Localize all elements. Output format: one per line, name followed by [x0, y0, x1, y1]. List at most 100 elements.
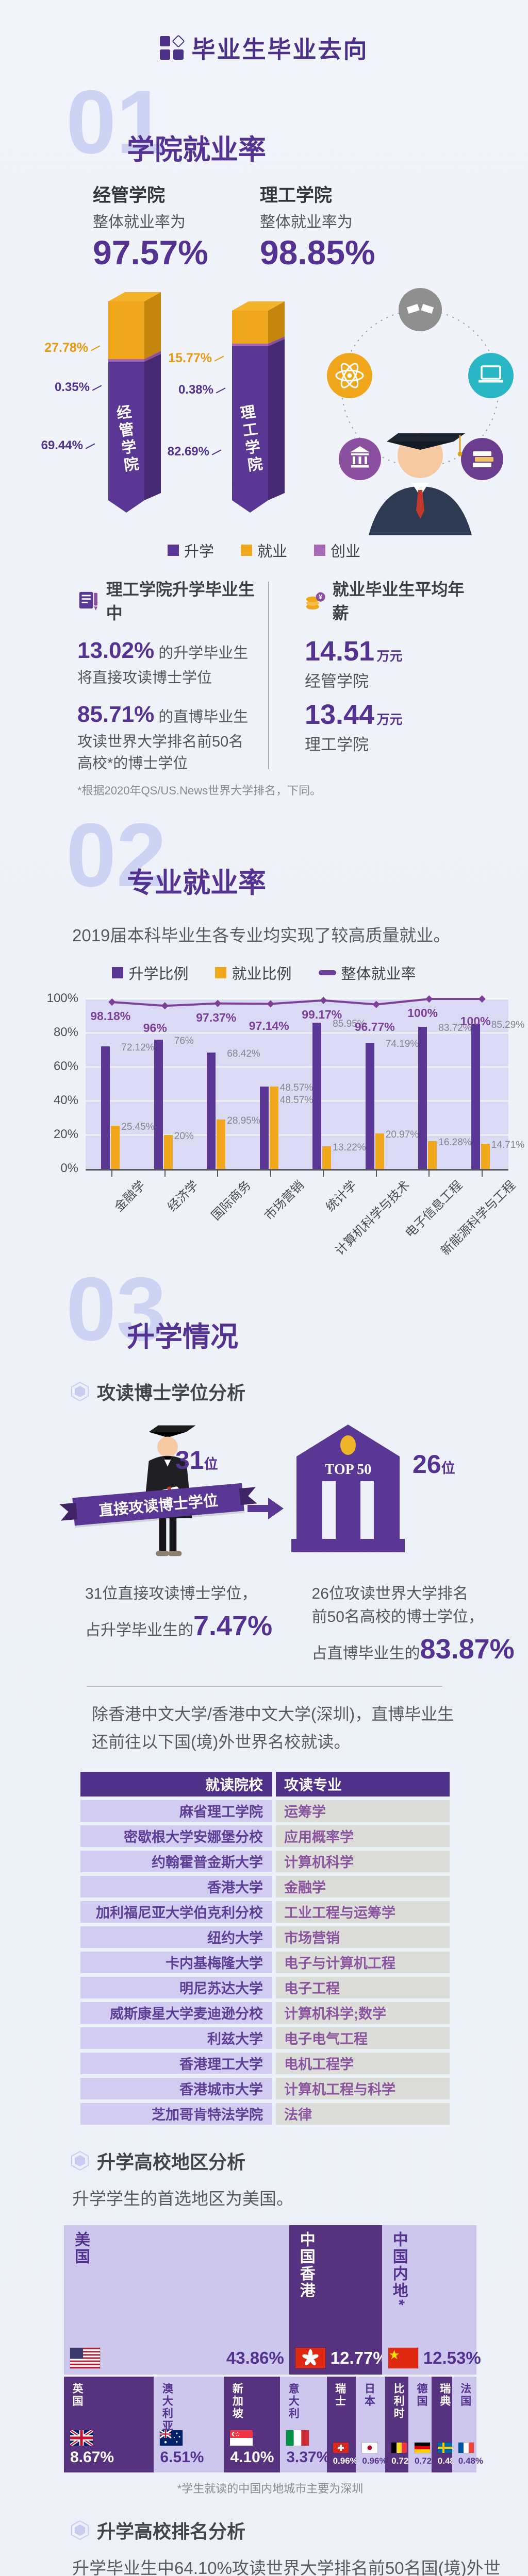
college-sub: 整体就业率为 — [259, 214, 353, 231]
treemap-cell-au: 澳大利亚 6.51% — [154, 2376, 224, 2472]
region-name: 瑞士 — [334, 2382, 346, 2408]
treemap-cell-de: 德国 0.72% — [408, 2376, 439, 2472]
stats-row: 理工学院升学毕业生中 13.02% 的升学毕业生 将直接攻读博士学位 85.71… — [77, 577, 466, 774]
x-axis-tick — [217, 1170, 219, 1177]
region-name: 中国内地* — [390, 2231, 407, 2307]
overall-rate-label: 100% — [407, 1006, 438, 1020]
legend1-label: 创业 — [331, 544, 361, 560]
employ-bar — [269, 1086, 278, 1169]
employ-value-label: 25.45% — [121, 1121, 155, 1132]
major-cell: 工业工程与运筹学 — [276, 1901, 450, 1923]
category-label: 市场营销 — [261, 1178, 307, 1223]
major-cell: 电机工程学 — [276, 2052, 450, 2074]
top50-building-icon: TOP 50 — [291, 1424, 405, 1552]
right-stats-title: 就业毕业生平均年薪 — [332, 580, 465, 622]
region-foot: 4.10% — [229, 2429, 275, 2466]
gridline — [86, 1066, 508, 1067]
overall-rate-line — [108, 995, 486, 1010]
handshake-icon — [399, 288, 442, 331]
employ-value-label: 48.57% — [279, 1094, 314, 1106]
region-name: 中国香港 — [297, 2231, 315, 2299]
school-cell: 利兹大学 — [80, 2027, 272, 2049]
y-axis-label: 60% — [53, 1059, 78, 1073]
salary-item: 14.51 万元 经管学院 — [304, 636, 403, 690]
college-destination-chart: 经管学院 理工学院 27.78% 0.35% 69.44% 15.77% 0.3… — [0, 275, 528, 538]
legend2-item: 就业比例 — [215, 962, 292, 984]
table-row: 纽约大学 市场营销 — [80, 1926, 450, 1948]
right-stats-title-row: ¥ 就业毕业生平均年薪 — [305, 577, 466, 624]
study-bar — [154, 1040, 163, 1169]
col-major-header: 攻读专业 — [276, 1771, 450, 1797]
employ-value-label: 20% — [174, 1130, 194, 1142]
region-foot: 0.96% — [361, 2442, 387, 2466]
treemap-cell-fr: 法国 0.48% — [452, 2376, 483, 2472]
employ-value-label: 14.71% — [491, 1140, 525, 1151]
major-cell: 运筹学 — [276, 1800, 450, 1822]
left-stats-title-row: 理工学院升学毕业生中 — [77, 577, 263, 624]
startup-pct-label: 0.35% — [40, 380, 102, 395]
legend1-swatch-icon — [314, 545, 325, 556]
direct-phd-count: 31位 — [175, 1445, 218, 1475]
phd-share-stats: 理工学院升学毕业生中 13.02% 的升学毕业生 将直接攻读博士学位 85.71… — [77, 577, 263, 774]
region-pct: 43.86% — [226, 2348, 284, 2367]
region-footnote: *学生就读的中国内地城市主要为深圳 — [177, 2482, 364, 2495]
vertical-divider — [268, 582, 269, 769]
region-foot: 0.72% — [414, 2442, 439, 2466]
section3-head: 03 升学情况 — [66, 1264, 528, 1365]
legend1-swatch-icon — [240, 545, 252, 556]
overall-rate-label: 100% — [460, 1014, 491, 1028]
table-row: 卡内基梅隆大学 电子与计算机工程 — [80, 1951, 450, 1973]
table-row: 香港理工大学 电机工程学 — [80, 2052, 450, 2074]
document-pencil-icon — [79, 591, 97, 611]
legend2-label: 整体就业率 — [341, 965, 416, 982]
section1-title: 学院就业率 — [127, 134, 266, 165]
squares-logo-icon — [159, 35, 185, 60]
category-label: 统计学 — [323, 1178, 360, 1214]
section2-desc: 2019届本科毕业生各专业均实现了较高质量就业。 — [72, 925, 451, 945]
college-name: 经管学院 — [93, 185, 166, 206]
hexagon-bullet-icon — [71, 1381, 89, 1401]
region-pct: 6.51% — [160, 2448, 204, 2466]
region-pct: 0.96% — [333, 2455, 358, 2466]
study-value-label: 76% — [174, 1036, 194, 1047]
stat-item: 85.71% 的直博毕业生 攻读世界大学排名前50名 高校*的博士学位 — [77, 701, 249, 772]
college-rate: 97.57% — [93, 233, 208, 272]
flag-be-icon — [391, 2442, 408, 2453]
region-foot: 8.67% — [70, 2429, 148, 2466]
table-row: 加利福尼亚大学伯克利分校 工业工程与运筹学 — [80, 1901, 450, 1923]
region-treemap: 美国 43.86% 中国香港 12.77% 中国内地* 12.53% 英国 8.67% 澳大利… — [64, 2225, 483, 2496]
svg-text:¥: ¥ — [319, 594, 322, 601]
employ-value-label: 13.22% — [333, 1142, 366, 1154]
startup-pct-label: 0.38% — [164, 383, 226, 397]
treemap-cell-gb: 英国 8.67% — [64, 2376, 154, 2472]
treemap-cell-ch: 瑞士 0.96% — [326, 2376, 358, 2472]
region-foot: 0.48% — [437, 2442, 463, 2466]
region-subsection-head: 升学高校地区分析 — [71, 2147, 528, 2174]
treemap-cell-it: 意大利 3.37% — [280, 2376, 330, 2472]
region-name: 美国 — [72, 2231, 89, 2265]
y-axis-label: 0% — [60, 1161, 78, 1175]
phd-subsection-head: 攻读博士学位分析 — [71, 1378, 528, 1405]
ranking-subsection-head: 升学高校排名分析 — [71, 2517, 528, 2544]
major-cell: 金融学 — [276, 1875, 450, 1897]
flag-us-icon — [70, 2347, 101, 2369]
section2-title: 专业就业率 — [127, 867, 266, 899]
school-cell: 卡内基梅隆大学 — [80, 1951, 272, 1973]
school-cell: 芝加哥肯特法学院 — [80, 2103, 272, 2125]
table-row: 利兹大学 电子电气工程 — [80, 2027, 450, 2049]
ranking-desc: 升学毕业生中64.10%攻读世界大学排名前50名国(境)外世界名校的硕士/博士学… — [72, 2558, 501, 2576]
flag-cn-icon — [387, 2347, 419, 2369]
region-foot: 12.53% — [387, 2347, 481, 2369]
chart-plot-area: 0% 20% 40% 60% 80% 100% 72.12% 25.45% 76% 20% 68.4… — [47, 991, 524, 1177]
legend2-label: 升学比例 — [128, 965, 189, 982]
region-name: 法国 — [459, 2382, 471, 2408]
chart-category-labels: 金融学 经济学 国际商务 市场营销 统计学 计算机科学与技术 电子信息工程 新能源科学与工程 — [86, 1171, 528, 1258]
school-cell: 威斯康星大学麦迪逊分校 — [80, 2002, 272, 2024]
treemap-cell-hk: 中国香港 12.77% — [289, 2225, 388, 2375]
treemap-cell-cn: 中国内地* 12.53% — [382, 2225, 481, 2375]
college-name: 理工学院 — [259, 185, 332, 206]
treemap-cell-be: 比利时 0.72% — [385, 2376, 416, 2472]
x-axis-tick — [481, 1170, 483, 1177]
section2-number: 02 — [66, 805, 167, 906]
study-bar — [207, 1053, 216, 1169]
